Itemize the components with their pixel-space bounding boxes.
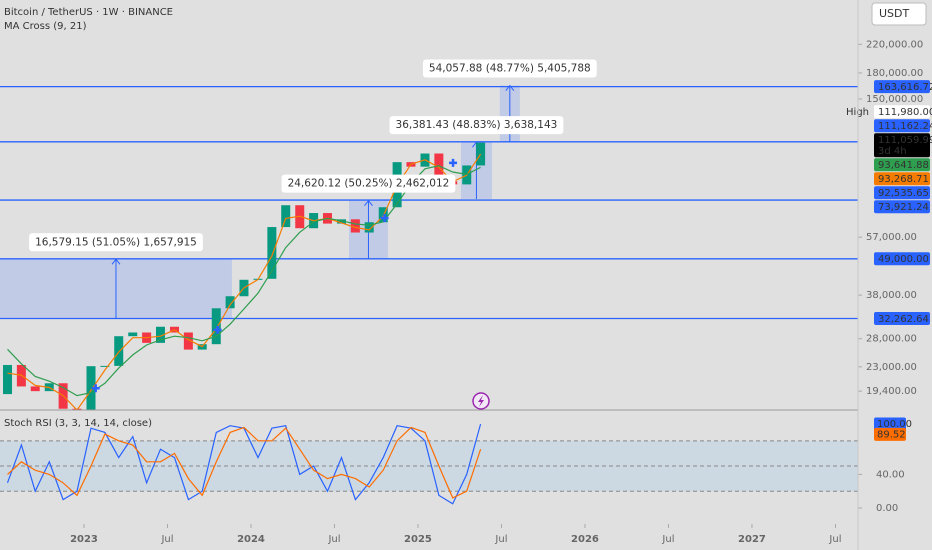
- candle: [128, 332, 138, 337]
- x-tick-label: Jul: [828, 534, 841, 545]
- price-tag: [874, 158, 930, 172]
- price-tag-label: 93,268.71: [878, 174, 929, 185]
- candle: [100, 365, 110, 367]
- candle: [30, 386, 40, 392]
- alert-icon[interactable]: [472, 392, 490, 410]
- y-tick-label: 150,000.00: [866, 94, 923, 105]
- price-tag: [874, 172, 930, 186]
- price-tag-label: 163,616.72: [878, 82, 932, 93]
- x-tick-label: 2027: [738, 534, 766, 545]
- candle: [267, 227, 277, 279]
- y-tick-label: 180,000.00: [866, 68, 923, 79]
- x-tick-label: Jul: [494, 534, 507, 545]
- measure-label: 36,381.43 (48.83%) 3,638,143: [396, 119, 558, 131]
- measure-label: 24,620.12 (50.25%) 2,462,012: [288, 178, 450, 190]
- price-tag-label: 73,921.24: [878, 202, 929, 213]
- x-tick-label: 2025: [404, 534, 432, 545]
- rsi-line: [7, 426, 482, 499]
- price-tag: [874, 311, 930, 325]
- measure-label-bg: [281, 174, 456, 193]
- price-tag-label: 93,641.88: [878, 160, 929, 171]
- measure-label-bg: [29, 233, 203, 252]
- price-tag: [874, 200, 930, 214]
- cross-marker: [449, 158, 458, 167]
- candle: [155, 326, 165, 343]
- rsi-tag: [874, 417, 906, 431]
- y-tick-label: 220,000.00: [866, 39, 923, 50]
- measure-label: 16,579.15 (51.05%) 1,657,915: [35, 236, 197, 248]
- x-tick-label: 2026: [571, 534, 599, 545]
- candle: [225, 296, 235, 309]
- y-tick-label: 57,000.00: [866, 232, 917, 243]
- measure-arrowhead: [505, 84, 515, 91]
- x-tick-label: Jul: [327, 534, 340, 545]
- y-tick-label: 28,000.00: [866, 334, 917, 345]
- x-tick-label: 2023: [70, 534, 98, 545]
- measure-label-bg: [389, 116, 564, 135]
- candle: [3, 364, 13, 395]
- candle: [364, 222, 374, 233]
- price-tag: [874, 252, 930, 266]
- candle: [86, 366, 96, 410]
- cross-marker: [213, 325, 222, 334]
- rsi-title: Stoch RSI (3, 3, 14, 14, close): [4, 418, 152, 429]
- candle: [476, 142, 486, 166]
- chart-title: Bitcoin / TetherUS · 1W · BINANCE: [4, 7, 173, 18]
- price-tag: [874, 80, 930, 94]
- measure-label-bg: [422, 59, 597, 78]
- candle: [114, 336, 124, 366]
- rsi-layer: [0, 423, 858, 505]
- currency-button[interactable]: [871, 2, 927, 26]
- rsi-tick-label: 0.00: [876, 503, 898, 514]
- rsi-tag: [874, 427, 906, 441]
- price-tag-label: 111,162.24: [878, 121, 932, 132]
- candle: [336, 219, 346, 224]
- price-tag: [874, 186, 930, 200]
- candle: [183, 332, 193, 350]
- y-tick-label: 19,400.00: [866, 386, 917, 397]
- price-tag-caption: 3d 4h: [878, 146, 907, 157]
- rsi-tick-label: 40.00: [876, 469, 905, 480]
- front-layer: 16,579.15 (51.05%) 1,657,915 24,620.12 (5…: [29, 59, 597, 393]
- ma-line: [7, 165, 481, 397]
- price-tag: [874, 133, 930, 158]
- y-tick-label: 23,000.00: [866, 362, 917, 373]
- price-tag-label: 92,535.65: [878, 188, 929, 199]
- rsi-tag-label: 89.52: [877, 429, 906, 440]
- rsi-tag-label: 100.00: [877, 419, 912, 430]
- x-tick-label: Jul: [661, 534, 674, 545]
- price-tag: [874, 105, 930, 119]
- price-tag-label: 32,262.64: [878, 314, 929, 325]
- measure-label: 54,057.88 (48.77%) 5,405,788: [429, 63, 591, 75]
- cross-marker: [380, 214, 389, 223]
- axis-layer: 220,000.00 180,000.00 150,000.00 57,000.00 3…: [70, 39, 932, 545]
- price-tag: [874, 119, 930, 133]
- price-tag-label: 111,059.99: [878, 135, 932, 146]
- cross-marker: [91, 384, 100, 393]
- currency-label[interactable]: USDT: [879, 7, 910, 20]
- x-tick-label: 2024: [237, 534, 265, 545]
- candle: [211, 308, 221, 345]
- indicator-title: MA Cross (9, 21): [4, 21, 87, 32]
- price-tag-label: 49,000.00: [878, 254, 929, 265]
- candle: [281, 205, 291, 228]
- y-tick-label: 38,000.00: [866, 290, 917, 301]
- price-tag-label: 111,980.00: [878, 107, 932, 118]
- candle: [350, 219, 360, 233]
- x-tick-label: Jul: [160, 534, 173, 545]
